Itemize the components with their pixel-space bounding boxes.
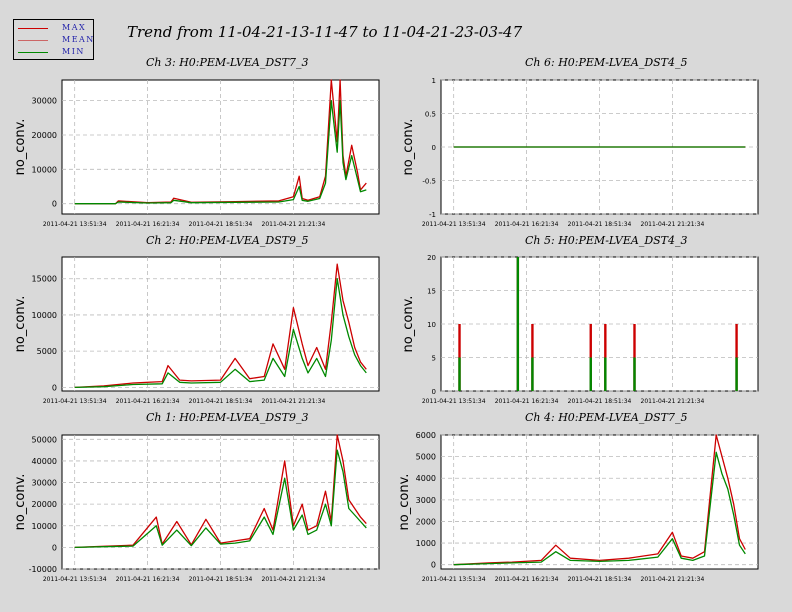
y-tick-label-ch3-3: 30000 xyxy=(32,97,57,106)
x-tick-label-ch4-0: 2011-04-21 13:51:34 xyxy=(422,576,486,583)
x-tick-label-ch2-3: 2011-04-21 21:21:34 xyxy=(262,398,326,405)
panel-title-ch4: Ch 4: H0:PEM-LVEA_DST7_5 xyxy=(525,411,688,424)
x-tick-label-ch5-3: 2011-04-21 21:21:34 xyxy=(641,398,705,405)
y-tick-label-ch4-6: 6000 xyxy=(416,431,436,440)
series-line-min-ch2 xyxy=(74,278,367,389)
panel-title-ch3: Ch 3: H0:PEM-LVEA_DST7_3 xyxy=(146,56,309,69)
y-tick-label-ch1-1: 0 xyxy=(52,543,57,552)
y-tick-label-ch1-0: -10000 xyxy=(29,565,57,574)
legend-label-max: MAX xyxy=(62,23,87,32)
y-tick-label-ch3-0: 0 xyxy=(52,200,57,209)
y-tick-label-ch5-4: 20 xyxy=(427,254,436,262)
legend-item-mean: MEAN xyxy=(18,35,94,45)
series-line-max-ch1 xyxy=(74,434,367,549)
y-axis-label-ch2: no_conv. xyxy=(13,296,28,353)
legend-label-min: MIN xyxy=(62,47,85,56)
panel-title-ch2: Ch 2: H0:PEM-LVEA_DST9_5 xyxy=(146,234,309,247)
legend-label-mean: MEAN xyxy=(62,35,95,44)
y-tick-label-ch1-3: 20000 xyxy=(32,500,57,509)
x-tick-label-ch5-1: 2011-04-21 16:21:34 xyxy=(495,398,559,405)
y-tick-label-ch1-5: 40000 xyxy=(32,457,57,466)
y-tick-label-ch1-4: 30000 xyxy=(32,479,57,488)
y-tick-label-ch6-2: 0 xyxy=(432,144,436,152)
x-tick-label-ch4-1: 2011-04-21 16:21:34 xyxy=(495,576,559,583)
y-tick-label-ch4-1: 1000 xyxy=(416,539,436,548)
legend-item-max: MAX xyxy=(18,23,94,33)
y-tick-label-ch5-3: 15 xyxy=(427,288,436,296)
x-tick-label-ch6-2: 2011-04-21 18:51:34 xyxy=(568,221,632,228)
x-tick-label-ch4-3: 2011-04-21 21:21:34 xyxy=(641,576,705,583)
x-tick-label-ch2-1: 2011-04-21 16:21:34 xyxy=(116,398,180,405)
legend-item-min: MIN xyxy=(18,47,94,57)
x-tick-label-ch5-2: 2011-04-21 18:51:34 xyxy=(568,398,632,405)
x-tick-label-ch5-0: 2011-04-21 13:51:34 xyxy=(422,398,486,405)
x-tick-label-ch6-0: 2011-04-21 13:51:34 xyxy=(422,221,486,228)
x-tick-label-ch1-1: 2011-04-21 16:21:34 xyxy=(116,576,180,583)
legend: MAX MEAN MIN xyxy=(13,19,94,60)
legend-swatch-mean xyxy=(18,40,48,41)
x-tick-label-ch2-0: 2011-04-21 13:51:34 xyxy=(43,398,107,405)
legend-swatch-max xyxy=(18,28,48,29)
y-tick-label-ch2-0: 0 xyxy=(52,383,57,392)
y-tick-label-ch5-1: 5 xyxy=(432,355,436,363)
y-axis-label-ch5: no_conv. xyxy=(401,296,416,353)
y-tick-label-ch4-3: 3000 xyxy=(416,496,436,505)
y-tick-label-ch6-3: 0.5 xyxy=(425,111,436,119)
y-axis-label-ch3: no_conv. xyxy=(13,119,28,176)
series-line-max-ch2 xyxy=(74,263,367,389)
x-tick-label-ch4-2: 2011-04-21 18:51:34 xyxy=(568,576,632,583)
x-tick-label-ch1-2: 2011-04-21 18:51:34 xyxy=(189,576,253,583)
y-axis-label-ch6: no_conv. xyxy=(401,119,416,176)
x-tick-label-ch3-2: 2011-04-21 18:51:34 xyxy=(189,221,253,228)
y-tick-label-ch4-2: 2000 xyxy=(416,517,436,526)
main-title: Trend from 11-04-21-13-11-47 to 11-04-21… xyxy=(127,23,523,41)
x-tick-label-ch6-3: 2011-04-21 21:21:34 xyxy=(641,221,705,228)
panel-title-ch6: Ch 6: H0:PEM-LVEA_DST4_5 xyxy=(525,56,688,69)
series-line-min-ch1 xyxy=(74,449,367,549)
y-axis-label-ch4: no_conv. xyxy=(397,474,412,531)
y-tick-label-ch1-6: 50000 xyxy=(32,435,57,444)
series-line-max-ch4 xyxy=(453,434,746,566)
y-tick-label-ch6-0: -1 xyxy=(429,211,436,219)
series-line-min-ch4 xyxy=(453,451,746,566)
y-tick-label-ch6-1: -0.5 xyxy=(422,178,436,186)
x-tick-label-ch3-3: 2011-04-21 21:21:34 xyxy=(262,221,326,228)
y-tick-label-ch2-2: 10000 xyxy=(32,311,57,320)
y-tick-label-ch3-2: 20000 xyxy=(32,131,57,140)
y-axis-label-ch1: no_conv. xyxy=(13,474,28,531)
x-tick-label-ch1-3: 2011-04-21 21:21:34 xyxy=(262,576,326,583)
x-tick-label-ch1-0: 2011-04-21 13:51:34 xyxy=(43,576,107,583)
panel-title-ch5: Ch 5: H0:PEM-LVEA_DST4_3 xyxy=(525,234,688,247)
legend-swatch-min xyxy=(18,52,48,53)
y-tick-label-ch4-5: 5000 xyxy=(416,453,436,462)
x-tick-label-ch6-1: 2011-04-21 16:21:34 xyxy=(495,221,559,228)
y-tick-label-ch1-2: 10000 xyxy=(32,522,57,531)
x-tick-label-ch3-1: 2011-04-21 16:21:34 xyxy=(116,221,180,228)
x-tick-label-ch2-2: 2011-04-21 18:51:34 xyxy=(189,398,253,405)
y-tick-label-ch2-3: 15000 xyxy=(32,275,57,284)
y-tick-label-ch4-4: 4000 xyxy=(416,474,436,483)
y-tick-label-ch5-0: 0 xyxy=(432,388,436,396)
y-tick-label-ch2-1: 5000 xyxy=(37,347,57,356)
y-tick-label-ch3-1: 10000 xyxy=(32,165,57,174)
y-tick-label-ch4-0: 0 xyxy=(431,561,436,570)
series-line-min-ch3 xyxy=(74,99,367,205)
y-tick-label-ch5-2: 10 xyxy=(427,321,436,329)
x-tick-label-ch3-0: 2011-04-21 13:51:34 xyxy=(43,221,107,228)
panel-title-ch1: Ch 1: H0:PEM-LVEA_DST9_3 xyxy=(146,411,309,424)
y-tick-label-ch6-4: 1 xyxy=(432,77,436,85)
